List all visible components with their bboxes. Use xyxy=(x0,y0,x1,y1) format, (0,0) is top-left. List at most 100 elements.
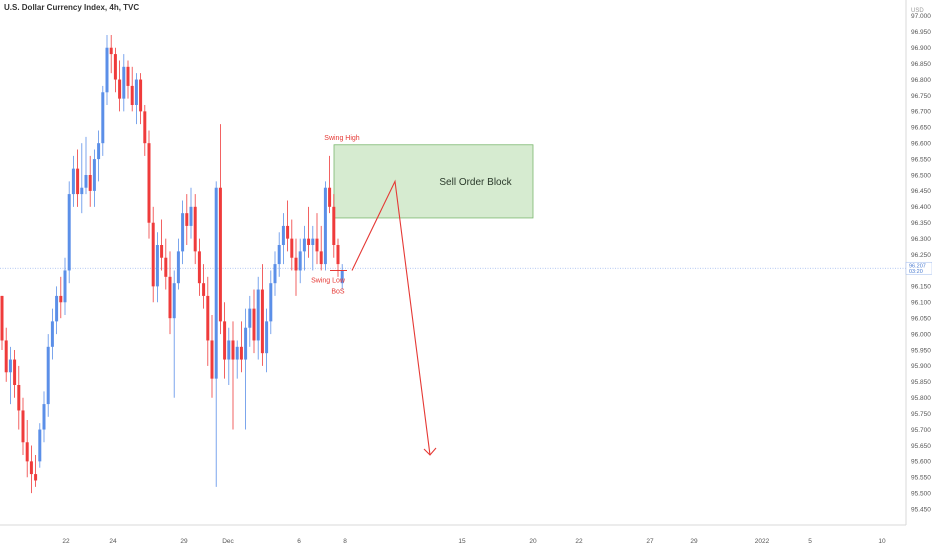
candle-body xyxy=(197,251,201,284)
y-tick-label: 95.550 xyxy=(911,475,931,482)
candle-body xyxy=(214,187,218,379)
last-price-box xyxy=(905,261,932,275)
swing-high-label: Swing High xyxy=(324,135,360,142)
candle-body xyxy=(155,245,159,287)
last-price-label: 96.207 xyxy=(909,264,926,270)
y-tick-label: 96.300 xyxy=(911,236,931,243)
candle-body xyxy=(172,283,176,319)
candle-body xyxy=(294,257,298,271)
swing-low-label: Swing Low xyxy=(311,277,346,284)
x-tick-label: 8 xyxy=(343,538,347,545)
y-tick-label: 96.150 xyxy=(911,284,931,291)
projection-arrow-path xyxy=(351,179,431,456)
candle-body xyxy=(277,245,281,265)
candle-body xyxy=(298,251,302,271)
candle-body xyxy=(311,238,315,245)
candle-body xyxy=(67,194,71,271)
x-tick-label: 6 xyxy=(297,538,301,545)
candle-body xyxy=(34,474,38,481)
candle-body xyxy=(319,251,323,265)
candles xyxy=(0,35,344,494)
candle-body xyxy=(227,340,231,360)
y-tick-label: 96.000 xyxy=(911,331,931,338)
sell-order-block: Sell Order Block xyxy=(333,144,534,219)
candle-body xyxy=(122,66,126,99)
candle-body xyxy=(21,410,25,443)
candle-body xyxy=(168,276,172,319)
y-tick-label: 97.000 xyxy=(911,13,931,20)
candle-body xyxy=(218,187,222,322)
candle-body xyxy=(13,359,17,385)
x-tick-label: 5 xyxy=(808,538,812,545)
y-tick-label: 96.750 xyxy=(911,93,931,100)
candle-body xyxy=(76,168,80,195)
y-tick-label: 96.050 xyxy=(911,315,931,322)
y-tick-label: 96.400 xyxy=(911,204,931,211)
candle-body xyxy=(252,308,256,341)
candle-body xyxy=(206,295,210,341)
candle-body xyxy=(323,187,327,265)
y-tick-label: 95.600 xyxy=(911,459,931,466)
y-tick-label: 96.100 xyxy=(911,300,931,307)
candle-body xyxy=(46,346,50,405)
x-tick-label: 15 xyxy=(458,538,466,545)
candle-body xyxy=(147,143,151,223)
y-tick-label: 95.450 xyxy=(911,506,931,513)
candle-body xyxy=(185,213,189,226)
candle-body xyxy=(307,238,311,245)
candle-body xyxy=(55,295,59,322)
y-tick-label: 95.700 xyxy=(911,427,931,434)
y-tick-label: 96.250 xyxy=(911,252,931,259)
candle-body xyxy=(143,111,147,144)
y-tick-label: 96.950 xyxy=(911,29,931,36)
y-tick-label: 96.900 xyxy=(911,45,931,52)
candle-body xyxy=(92,159,96,191)
candle-body xyxy=(88,175,92,191)
x-tick-label: 29 xyxy=(180,538,188,545)
y-tick-label: 96.850 xyxy=(911,61,931,68)
x-tick-label: Dec xyxy=(222,538,234,545)
last-price-time: 03:20 xyxy=(909,269,923,275)
y-tick-label: 96.650 xyxy=(911,125,931,132)
candle-body xyxy=(160,245,164,258)
candle-body xyxy=(8,359,12,373)
y-tick-label: 96.450 xyxy=(911,188,931,195)
candle-body xyxy=(151,222,155,287)
arrow-head xyxy=(423,447,437,456)
candle-body xyxy=(42,404,46,430)
candle-body xyxy=(134,79,138,105)
y-tick-label: 95.900 xyxy=(911,363,931,370)
x-tick-label: 2022 xyxy=(755,538,770,545)
y-tick-label: 95.750 xyxy=(911,411,931,418)
candle-body xyxy=(29,461,33,475)
candle-body xyxy=(256,289,260,341)
candle-body xyxy=(231,340,235,360)
candle-body xyxy=(273,264,277,284)
candle-body xyxy=(71,168,75,195)
candle-body xyxy=(290,238,294,258)
candle-body xyxy=(118,79,122,99)
candle-body xyxy=(336,245,340,265)
y-tick-label: 96.700 xyxy=(911,109,931,116)
candle-body xyxy=(202,283,206,296)
candle-body xyxy=(269,283,273,322)
candle-body xyxy=(315,238,319,252)
y-tick-label: 95.800 xyxy=(911,395,931,402)
candle-body xyxy=(328,187,332,207)
candle-body xyxy=(239,346,243,360)
candle-body xyxy=(176,251,180,284)
candle-body xyxy=(281,225,285,245)
sell-order-block-label: Sell Order Block xyxy=(439,177,512,188)
candle-body xyxy=(25,442,29,462)
candle-body xyxy=(164,257,168,277)
candle-body xyxy=(265,321,269,354)
candle-body xyxy=(59,295,63,303)
candle-body xyxy=(286,225,290,239)
candle-body xyxy=(4,340,8,373)
x-tick-label: 10 xyxy=(878,538,886,545)
candle-body xyxy=(235,346,239,360)
x-tick-label: 29 xyxy=(690,538,698,545)
candle-body xyxy=(189,206,193,226)
candle-body xyxy=(17,385,21,411)
